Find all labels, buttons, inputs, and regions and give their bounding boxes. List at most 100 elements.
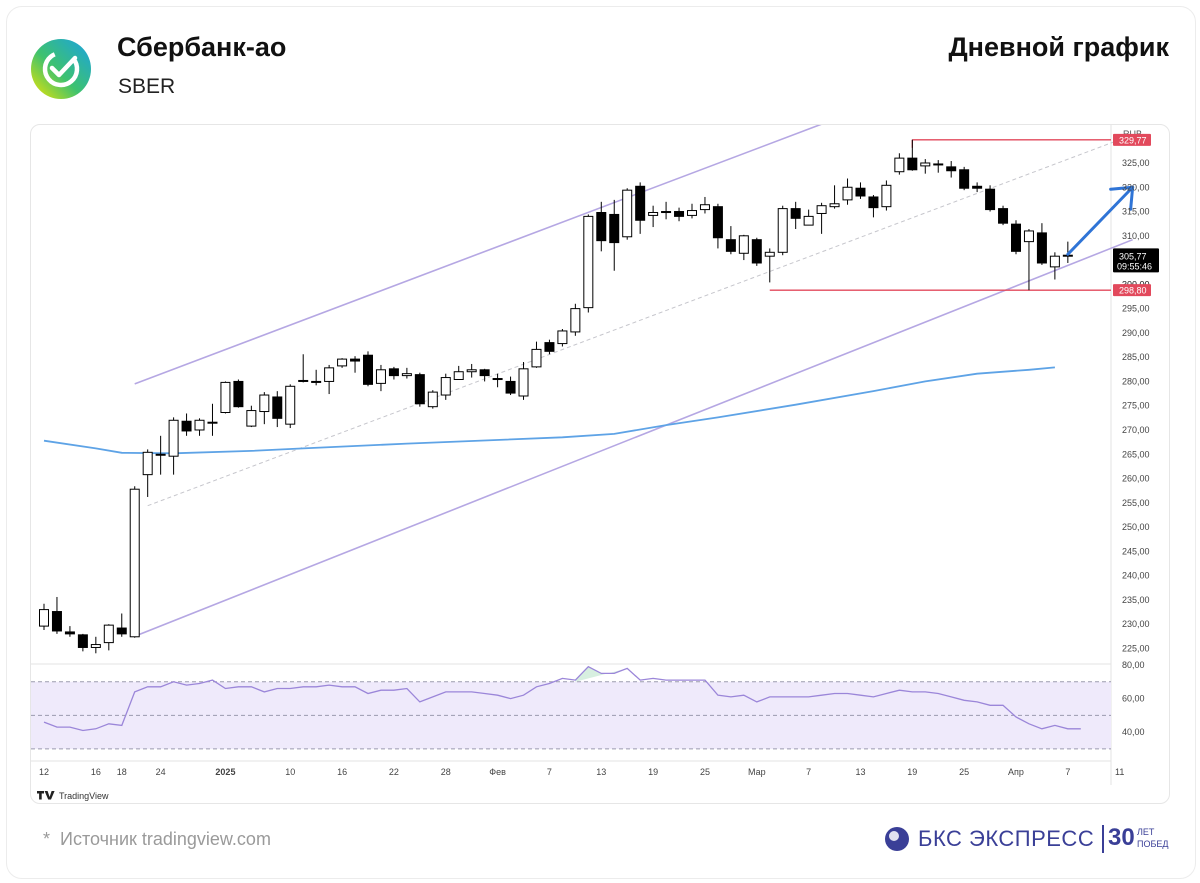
- price-tick-label: 325,00: [1122, 158, 1150, 168]
- source-text: Источник tradingview.com: [60, 829, 271, 849]
- candle-down: [661, 211, 672, 214]
- resistance-price-tag-bg: [1113, 133, 1151, 146]
- candle-up: [39, 609, 49, 627]
- candle-up: [285, 385, 296, 425]
- candle-down: [388, 368, 399, 377]
- time-tick-label: 7: [1065, 767, 1070, 777]
- support-price-tag-bg: [1113, 284, 1151, 297]
- candle-up: [220, 381, 231, 414]
- candle-down: [959, 169, 970, 189]
- time-tick-label: 13: [596, 767, 606, 777]
- candle-down: [635, 185, 646, 221]
- candle-down: [116, 627, 127, 635]
- rsi-overbought-fill: [575, 666, 628, 682]
- candle-up: [687, 210, 697, 216]
- price-tick-label: 320,00: [1122, 182, 1150, 192]
- candle-down: [946, 166, 957, 172]
- candle-up: [90, 644, 101, 648]
- candle-down: [907, 157, 918, 171]
- time-tick-label: 19: [648, 767, 658, 777]
- candle-up: [777, 208, 788, 253]
- candle-up: [842, 186, 853, 201]
- time-tick-label: 16: [337, 767, 347, 777]
- candle-up: [557, 330, 568, 345]
- chart-title: Дневной график: [948, 32, 1169, 62]
- candle-down: [1036, 232, 1047, 264]
- tradingview-watermark: TradingView: [59, 791, 109, 801]
- bcs-icon: [885, 827, 909, 851]
- support-price-tag: 298,80: [1119, 286, 1147, 296]
- candle-down: [64, 631, 75, 635]
- forecast-arrow-head: [1109, 185, 1135, 211]
- candle-up: [738, 235, 749, 254]
- brand-years-caption-2: ПОБЕД: [1137, 839, 1169, 849]
- ticker-name: Сбербанк-ао: [117, 32, 287, 62]
- candle-down: [855, 187, 866, 197]
- channel-upper-line: [134, 125, 822, 385]
- price-tick-label: 285,00: [1122, 352, 1150, 362]
- candle-up: [168, 419, 179, 457]
- candle-down: [77, 634, 88, 648]
- time-tick-label: Мар: [748, 767, 766, 777]
- candle-down: [751, 239, 762, 264]
- candle-up: [375, 369, 386, 384]
- candle-up: [1049, 255, 1060, 268]
- last-price-tag-bg: [1113, 248, 1159, 273]
- resistance-price-tag: 329,77: [1119, 135, 1147, 145]
- time-tick-label: 12: [39, 767, 49, 777]
- candle-down: [674, 211, 685, 217]
- rsi-line: [43, 665, 1081, 732]
- candle-up: [518, 368, 529, 397]
- price-tick-label: 240,00: [1122, 571, 1150, 581]
- candle-up: [466, 369, 477, 373]
- candle-down: [51, 611, 62, 632]
- candle-up: [699, 204, 710, 211]
- candle-up: [246, 410, 257, 427]
- time-tick-label: 18: [117, 767, 127, 777]
- candle-up: [829, 203, 840, 208]
- brand-name: БКС ЭКСПРЕСС: [918, 826, 1095, 851]
- time-tick-label: 28: [441, 767, 451, 777]
- candle-down: [155, 453, 166, 456]
- price-tick-label: 230,00: [1122, 619, 1150, 629]
- price-tick-label: 295,00: [1122, 304, 1150, 314]
- candle-down: [933, 163, 944, 166]
- candle-up: [531, 348, 542, 368]
- candle-up: [453, 371, 464, 380]
- candle-up: [207, 421, 218, 424]
- candle-up: [142, 451, 153, 476]
- candle-up: [324, 367, 335, 382]
- time-tick-label: 19: [907, 767, 917, 777]
- time-tick-label: Апр: [1008, 767, 1024, 777]
- time-tick-label: 7: [806, 767, 811, 777]
- candle-up: [764, 251, 775, 257]
- candle-down: [505, 380, 516, 394]
- ticker-code: SBER: [118, 75, 176, 98]
- price-tick-label: 250,00: [1122, 522, 1150, 532]
- forecast-arrow-shaft: [1066, 185, 1135, 256]
- candle-up: [492, 378, 503, 381]
- candle-up: [648, 211, 659, 216]
- price-tick-label: 270,00: [1122, 425, 1150, 435]
- price-chart[interactable]: RUB225,00230,00235,00240,00245,00250,002…: [31, 125, 1169, 803]
- moving-average-line: [43, 366, 1055, 455]
- time-tick-label: Фев: [489, 767, 506, 777]
- candle-down: [363, 354, 373, 385]
- candle-down: [272, 396, 283, 419]
- candle-up: [881, 184, 892, 208]
- time-tick-label: 10: [285, 767, 295, 777]
- candle-up: [570, 308, 581, 333]
- tradingview-icon: [37, 791, 55, 800]
- candle-down: [998, 208, 1009, 224]
- price-tick-label: 225,00: [1122, 643, 1150, 653]
- candle-up: [1023, 230, 1034, 243]
- price-tick-label: 235,00: [1122, 595, 1150, 605]
- price-tick-label: 260,00: [1122, 474, 1150, 484]
- price-tick-label: 265,00: [1122, 449, 1150, 459]
- candle-down: [985, 188, 996, 211]
- candle-down: [350, 358, 361, 362]
- candle-down: [233, 380, 244, 408]
- candle-down: [972, 185, 983, 189]
- candle-up: [583, 215, 594, 309]
- last-price-timer: 09:55:46: [1117, 261, 1152, 271]
